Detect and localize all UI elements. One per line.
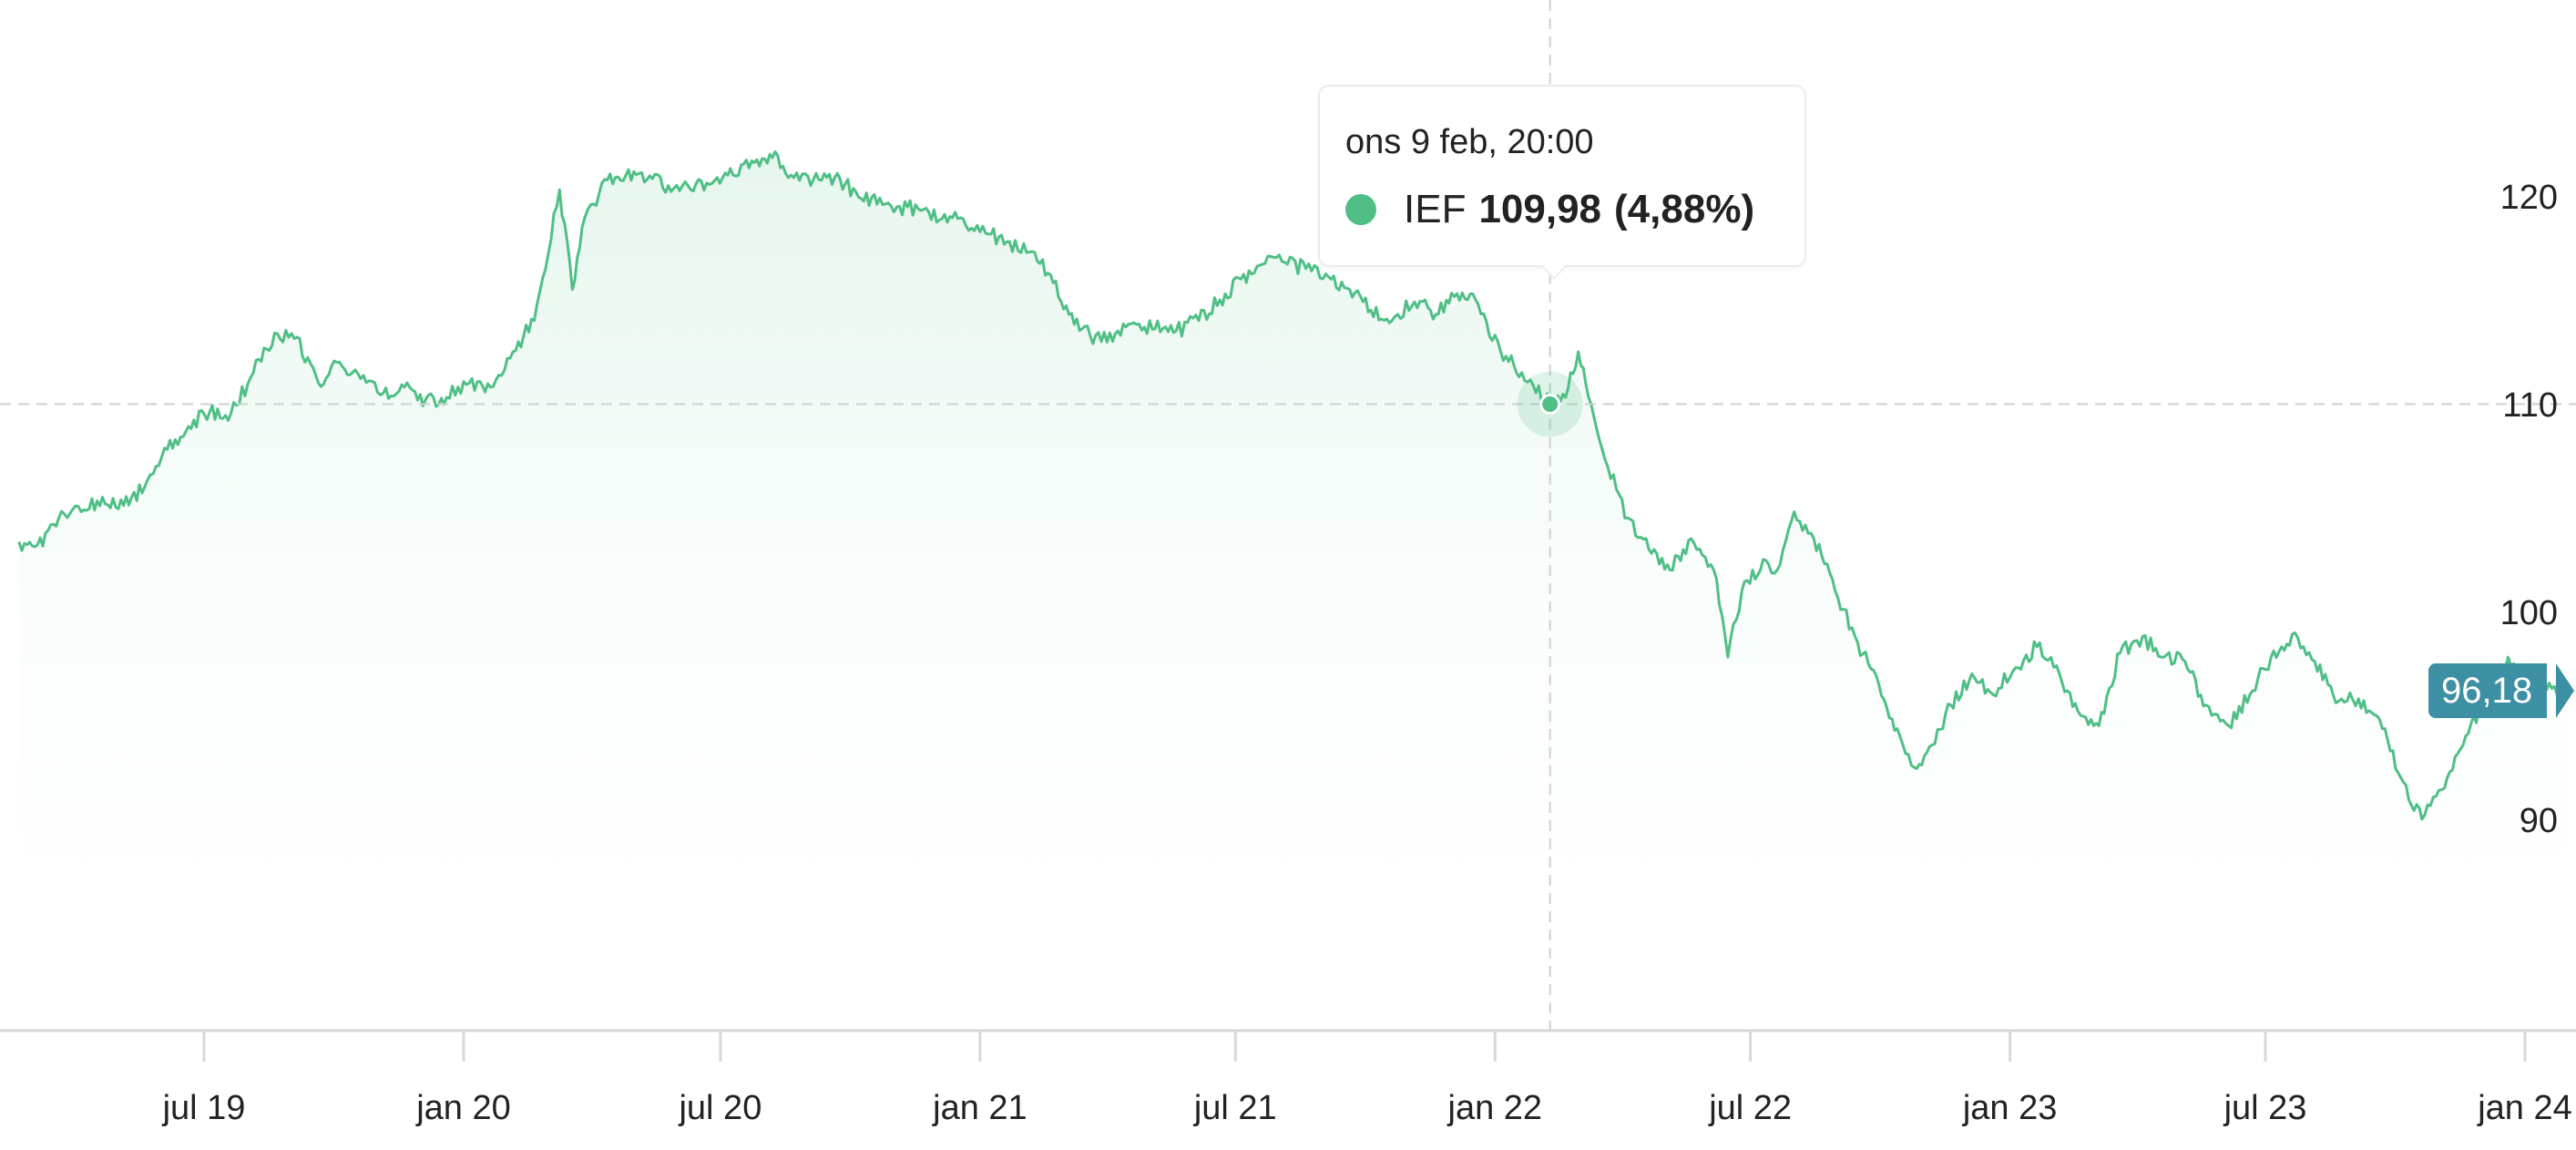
- hover-marker: [1539, 393, 1561, 415]
- x-tick-label: jul 19: [162, 1089, 246, 1127]
- last-price-badge-pointer: [2556, 663, 2574, 718]
- tooltip-series-name: IEF: [1404, 187, 1467, 231]
- price-line: [17, 150, 2569, 821]
- y-tick-label: 100: [2500, 594, 2558, 632]
- hover-tooltip: ons 9 feb, 20:00 IEF 109,98 (4,88%): [1318, 85, 1806, 267]
- x-tick-label: jan 24: [2477, 1089, 2572, 1127]
- x-tick-label: jul 21: [1193, 1089, 1277, 1127]
- y-tick-label: 90: [2520, 802, 2558, 840]
- series-color-dot: [1345, 194, 1376, 225]
- x-tick-label: jan 23: [1962, 1089, 2058, 1127]
- tooltip-value: 109,98: [1478, 187, 1602, 231]
- tooltip-value-row: IEF 109,98 (4,88%): [1345, 187, 1754, 232]
- y-tick-label: 120: [2500, 179, 2558, 217]
- x-tick-label: jan 20: [415, 1089, 511, 1127]
- x-tick-label: jan 22: [1447, 1089, 1543, 1127]
- last-price-badge: 96,18: [2428, 663, 2548, 718]
- tooltip-change: (4,88%): [1614, 187, 1755, 231]
- tooltip-date: ons 9 feb, 20:00: [1345, 123, 1594, 161]
- x-tick-label: jan 21: [932, 1089, 1027, 1127]
- x-tick-label: jul 22: [1708, 1089, 1792, 1127]
- x-tick-label: jul 23: [2223, 1089, 2307, 1127]
- x-tick-label: jul 20: [678, 1089, 762, 1127]
- price-area-fill: [19, 151, 2568, 1031]
- y-tick-label: 110: [2502, 386, 2558, 425]
